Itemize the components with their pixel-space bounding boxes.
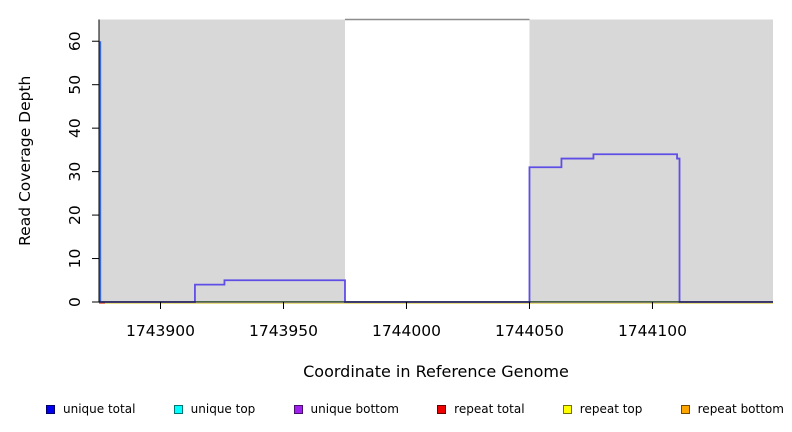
unique-bottom-swatch-icon (293, 404, 303, 414)
unique-bottom-line (99, 153, 773, 303)
y-tick-label: 30 (66, 162, 84, 182)
y-tick-label: 0 (66, 297, 84, 307)
legend-item-repeat-total: repeat total (437, 402, 525, 416)
x-tick-label: 1744100 (618, 322, 687, 340)
coverage-plot: 1743900 1743950 1744000 1744050 1744100 0 10 20… (16, 18, 773, 381)
legend-label: unique top (190, 402, 256, 416)
repeat-total-swatch-icon (437, 404, 447, 414)
x-tick-label: 1744050 (495, 322, 564, 340)
x-axis-title: Coordinate in Reference Genome (303, 362, 569, 381)
legend-item-unique-top: unique top (173, 402, 256, 416)
unique-top-swatch-icon (173, 404, 183, 414)
x-tick-label: 1743950 (249, 322, 318, 340)
legend-label: unique bottom (310, 402, 399, 416)
y-tick-label: 10 (66, 249, 84, 269)
shaded-region (529, 19, 773, 302)
unique-total-swatch-icon (46, 404, 55, 414)
shaded-region (99, 19, 345, 302)
legend-label: unique total (63, 402, 136, 416)
legend-label: repeat total (454, 402, 525, 416)
repeat-bottom-swatch-icon (680, 404, 690, 414)
legend-label: repeat bottom (697, 402, 784, 416)
legend: unique total unique top unique bottom re… (46, 398, 784, 420)
y-tick-label: 60 (66, 31, 84, 51)
repeat-top-swatch-icon (562, 404, 572, 414)
legend-item-unique-bottom: unique bottom (293, 402, 399, 416)
y-axis-title: Read Coverage Depth (16, 76, 34, 246)
x-tick-label: 1743900 (126, 322, 195, 340)
y-tick-label: 50 (66, 75, 84, 95)
legend-item-unique-total: unique total (46, 402, 135, 416)
legend-item-repeat-top: repeat top (562, 402, 643, 416)
y-tick-label: 40 (66, 118, 84, 138)
legend-label: repeat top (579, 402, 643, 416)
y-tick-label: 20 (66, 205, 84, 225)
legend-item-repeat-bottom: repeat bottom (680, 402, 784, 416)
x-tick-label: 1744000 (372, 322, 441, 340)
